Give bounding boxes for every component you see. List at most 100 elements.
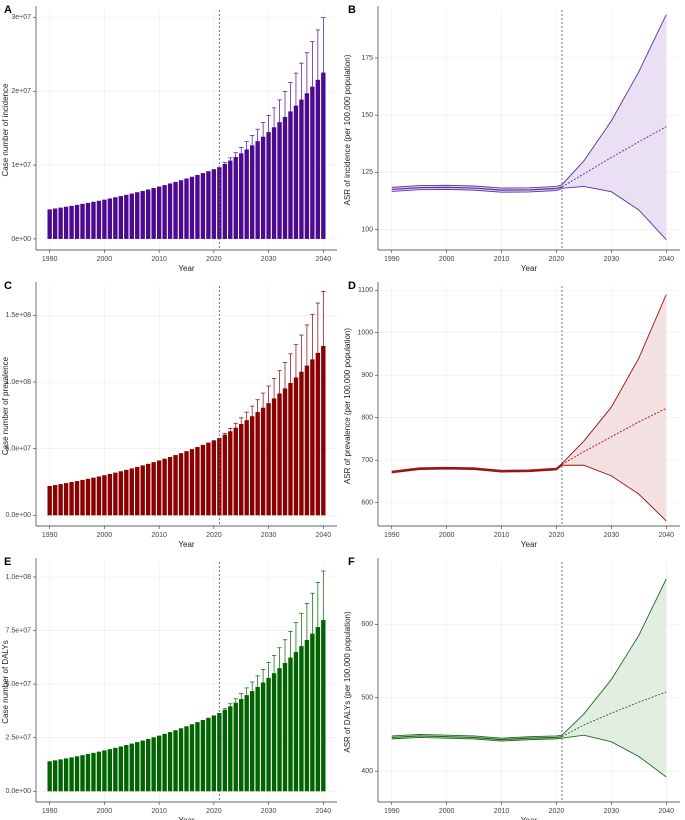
bar (244, 420, 249, 516)
y-tick-label: 0e+00 (11, 236, 31, 243)
confidence-band (391, 578, 667, 778)
bar (58, 207, 63, 239)
bar (282, 663, 288, 792)
bar (146, 189, 151, 239)
bar (140, 465, 145, 516)
bar (47, 209, 52, 239)
bar (249, 145, 255, 239)
x-tick-label: 1990 (384, 256, 400, 263)
bar (228, 431, 233, 516)
bar (293, 377, 299, 516)
panel-label: F (348, 556, 355, 568)
bar (293, 652, 299, 792)
bar (255, 686, 260, 792)
panel-label: C (4, 280, 12, 292)
bar (321, 346, 326, 516)
x-tick-label: 1990 (42, 532, 58, 539)
bar (222, 434, 227, 516)
bar (74, 481, 80, 516)
fitted-line (391, 463, 563, 473)
y-tick-label: 500 (361, 695, 373, 702)
x-axis-title: Year (178, 540, 195, 549)
y-tick-label: 5.0e+07 (6, 681, 32, 688)
bar (195, 447, 200, 516)
bar (85, 754, 91, 792)
bar (162, 185, 167, 239)
panel-label: D (348, 280, 356, 292)
bar (167, 456, 173, 516)
bar (184, 451, 189, 516)
bar (107, 749, 113, 792)
bar (200, 720, 206, 792)
bar (129, 743, 134, 792)
x-tick-label: 2030 (604, 256, 620, 263)
bar (156, 735, 162, 792)
y-tick-label: 1.0e+08 (6, 379, 32, 386)
bar (96, 751, 102, 792)
bar (299, 371, 304, 516)
bar (255, 141, 260, 239)
x-tick-label: 2030 (261, 808, 277, 815)
x-tick-label: 2040 (658, 532, 674, 539)
bar (124, 469, 129, 516)
lower-line (391, 464, 667, 522)
bar (244, 695, 249, 792)
bar (178, 728, 184, 792)
x-tick-label: 2040 (658, 808, 674, 815)
bar (91, 752, 96, 792)
y-tick-label: 100 (361, 226, 373, 233)
bar (80, 479, 85, 516)
bar (129, 468, 134, 516)
bar (315, 627, 321, 792)
bar (52, 485, 58, 516)
x-tick-label: 1990 (42, 256, 58, 263)
bar (200, 173, 206, 239)
bar (52, 760, 58, 792)
bar (151, 188, 156, 239)
x-tick-label: 2030 (604, 808, 620, 815)
bar (156, 186, 162, 239)
bar (282, 116, 288, 239)
bar (249, 416, 255, 516)
bar (118, 746, 124, 792)
y-tick-label: 800 (361, 415, 373, 422)
bar (167, 732, 173, 792)
x-tick-label: 1990 (42, 808, 58, 815)
bar (260, 682, 266, 792)
bar (271, 673, 277, 792)
bar (282, 388, 288, 516)
bar (173, 181, 178, 239)
bar (310, 86, 315, 239)
bar (315, 352, 321, 516)
bar (206, 171, 211, 239)
x-tick-label: 2010 (151, 808, 167, 815)
bar (271, 398, 277, 516)
bar (124, 194, 129, 239)
projected-line (561, 407, 667, 465)
bar (74, 204, 80, 239)
x-tick-label: 2020 (206, 532, 222, 539)
bar (217, 713, 222, 792)
bar (102, 199, 107, 239)
y-tick-label: 1.5e+08 (6, 312, 32, 319)
bar (189, 176, 195, 239)
x-tick-label: 2040 (658, 256, 674, 263)
bar (195, 722, 200, 792)
bar (156, 460, 162, 516)
upper-line (391, 14, 667, 189)
bar (184, 726, 189, 792)
y-tick-label: 7.5e+07 (6, 627, 32, 634)
x-axis-title: Year (178, 816, 195, 820)
bar (146, 738, 151, 792)
bar (260, 407, 266, 516)
bar (146, 463, 151, 516)
bar (304, 365, 310, 516)
upper-line (391, 578, 667, 739)
bar (162, 733, 167, 792)
bar (178, 453, 184, 516)
bar (200, 444, 206, 516)
bar (222, 163, 227, 239)
y-tick-label: 175 (361, 55, 373, 62)
